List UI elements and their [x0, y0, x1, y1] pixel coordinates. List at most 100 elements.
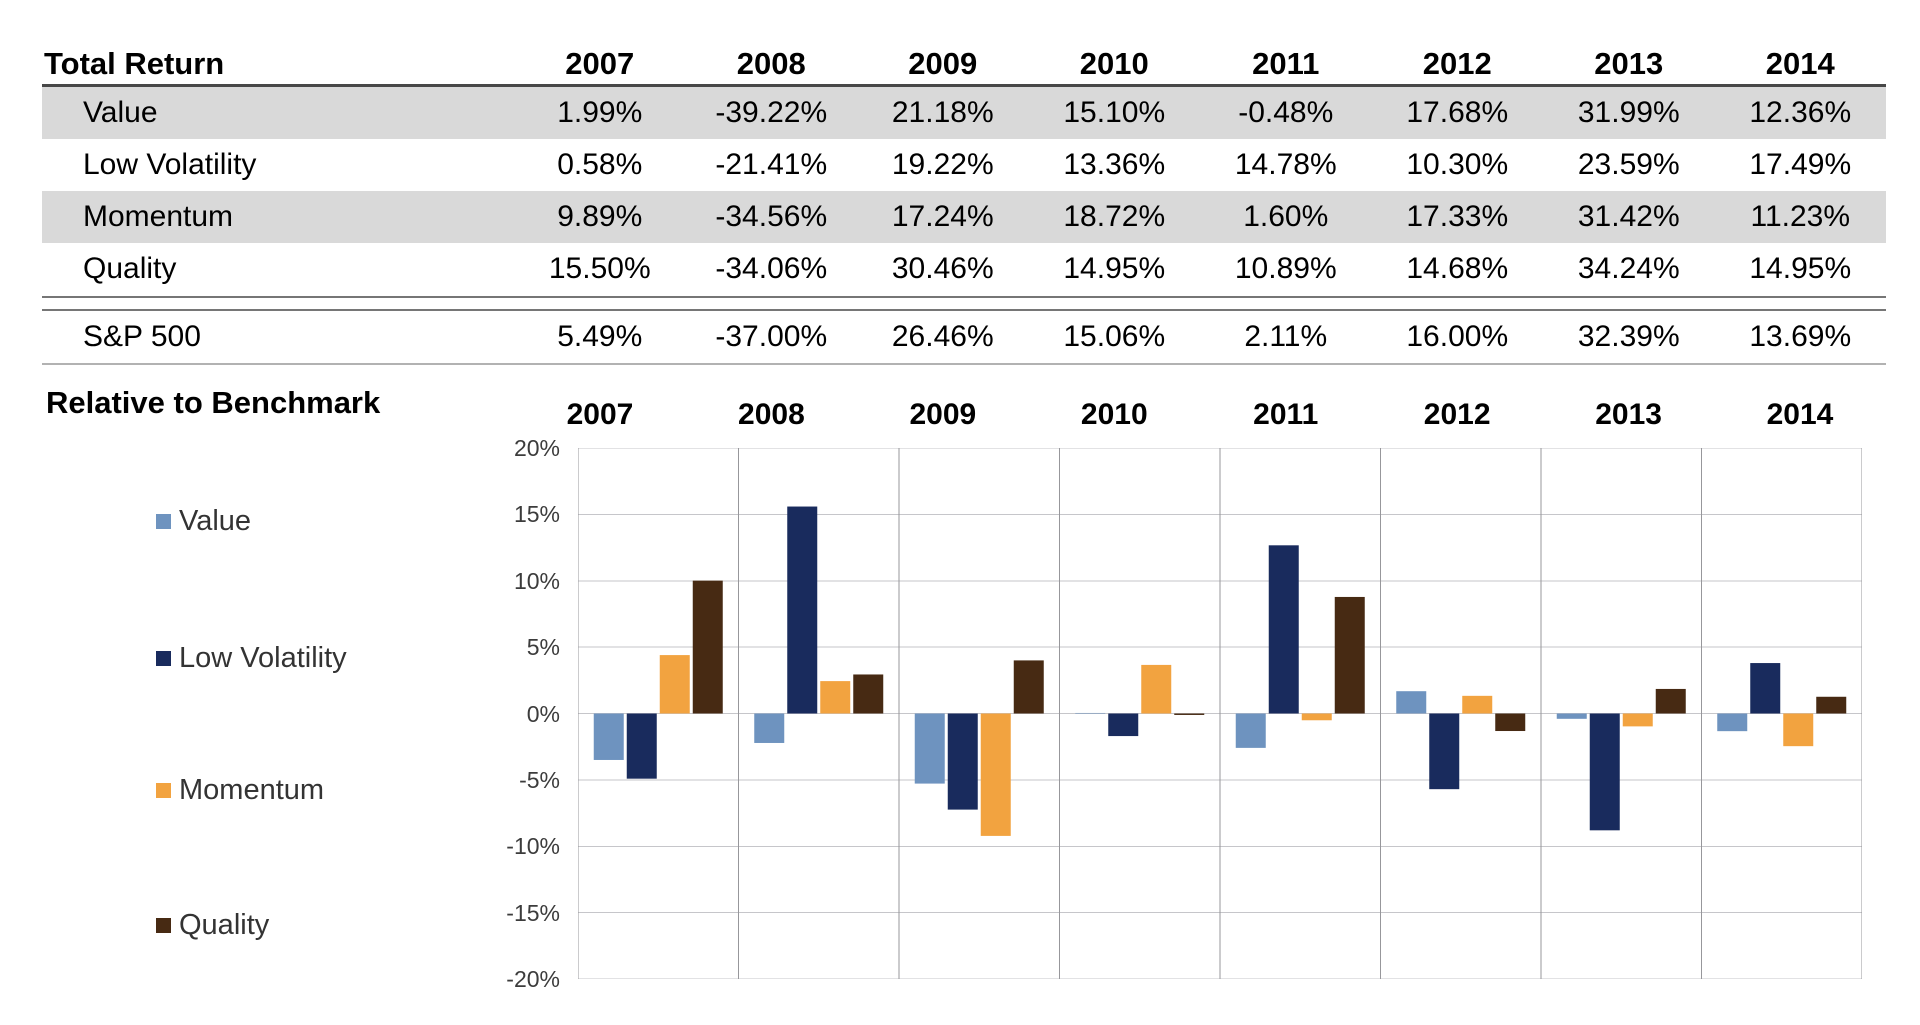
ytick-label-5: 5%	[526, 634, 560, 661]
cell-value-2007: 1.99%	[557, 96, 643, 129]
cell-quality-2008: -34.06%	[715, 252, 828, 285]
bar-2010-low-volatility	[1108, 713, 1139, 737]
table-header-row: Total Return 2007 2008 2009 2010 2011 2012 2013…	[42, 38, 1886, 84]
legend-swatch-low-volatility	[156, 650, 171, 666]
legend-swatch-quality	[156, 917, 171, 933]
cell-momentum-2009: 17.24%	[891, 200, 994, 233]
bar-2012-low-volatility	[1429, 713, 1460, 790]
cell-low-volatility-2011: 14.78%	[1234, 148, 1337, 181]
ytick-label-10: 10%	[513, 567, 560, 594]
relative-to-benchmark-plot	[578, 448, 1862, 979]
ytick-label-20: -20%	[506, 966, 560, 992]
chart-title: Relative to Benchmark	[46, 385, 381, 420]
legend-item-momentum: Momentum	[156, 775, 324, 805]
legend-label-low-volatility: Low Volatility	[179, 642, 347, 674]
bar-2011-momentum	[1301, 713, 1332, 721]
cell-quality-2007: 15.50%	[548, 252, 651, 285]
bar-2008-quality	[853, 674, 884, 714]
bar-2010-value	[1075, 712, 1106, 714]
bar-2010-momentum	[1141, 664, 1172, 714]
table-row-s-p-500: S&P 500 5.49% -37.00% 26.46% 15.06% 2.11% 16.0…	[42, 311, 1886, 363]
cell-momentum-2014: 11.23%	[1750, 200, 1851, 233]
cell-value-2014: 12.36%	[1749, 96, 1852, 129]
table-row-low-volatility: Low Volatility 0.58% -21.41% 19.22% 13.36% 14…	[42, 139, 1886, 191]
row-label-value: Value	[83, 96, 158, 129]
bar-2009-low-volatility	[947, 713, 978, 810]
cell-sp-500-2009: 26.46%	[891, 320, 994, 353]
cell-sp-500-2010: 15.06%	[1063, 320, 1166, 353]
cell-quality-2009: 30.46%	[891, 252, 994, 285]
cell-quality-2010: 14.95%	[1063, 252, 1166, 285]
cell-momentum-2011: 1.60%	[1243, 200, 1329, 233]
separator-line-bottom	[42, 309, 1886, 311]
legend-swatch-momentum	[156, 782, 171, 798]
legend-label-value: Value	[179, 505, 252, 537]
chart-year-label-2010: 2010	[1080, 398, 1148, 431]
bar-2011-quality	[1334, 596, 1365, 714]
year-header-2014: 2014	[1765, 46, 1835, 81]
separator-gap	[42, 298, 1886, 309]
cell-quality-2011: 10.89%	[1234, 252, 1337, 285]
cell-value-2011: -0.48%	[1238, 96, 1334, 129]
row-label-s-p-500: S&P 500	[83, 320, 201, 353]
cell-sp-500-2007: 5.49%	[557, 320, 643, 353]
table-header-rule	[42, 84, 1886, 87]
ytick-label-15: 15%	[513, 501, 560, 528]
legend-item-value: Value	[156, 506, 251, 536]
cell-quality-2012: 14.68%	[1406, 252, 1509, 285]
chart-year-label-2014: 2014	[1766, 398, 1834, 431]
table-row-quality: Quality 15.50% -34.06% 30.46% 14.95% 10.89% 14…	[42, 243, 1886, 295]
cell-value-2009: 21.18%	[891, 96, 994, 129]
bar-2009-momentum	[980, 713, 1011, 836]
bar-2014-value	[1717, 713, 1748, 732]
ytick-label-20: 20%	[513, 435, 560, 461]
legend-item-quality: Quality	[156, 910, 269, 940]
legend-label-quality: Quality	[179, 909, 270, 941]
cell-sp-500-2014: 13.69%	[1749, 320, 1852, 353]
bar-2010-quality	[1174, 713, 1205, 715]
chart-year-label-2008: 2008	[738, 398, 805, 431]
legend-swatch-value	[156, 513, 171, 529]
bar-2007-momentum	[659, 655, 690, 714]
chart-year-label-2007: 2007	[566, 398, 634, 431]
chart-year-label-2013: 2013	[1595, 398, 1662, 431]
cell-low-volatility-2014: 17.49%	[1749, 148, 1852, 181]
cell-momentum-2008: -34.56%	[715, 200, 828, 233]
bar-2014-quality	[1816, 696, 1847, 714]
cell-low-volatility-2010: 13.36%	[1063, 148, 1166, 181]
cell-low-volatility-2012: 10.30%	[1406, 148, 1509, 181]
cell-momentum-2012: 17.33%	[1406, 200, 1509, 233]
bar-2008-low-volatility	[787, 506, 818, 714]
year-header-2009: 2009	[908, 46, 978, 81]
cell-low-volatility-2013: 23.59%	[1577, 148, 1680, 181]
bar-2012-quality	[1495, 713, 1526, 732]
table-title: Total Return	[44, 46, 225, 81]
bar-2007-quality	[692, 580, 723, 714]
cell-sp-500-2012: 16.00%	[1406, 320, 1509, 353]
cell-quality-2013: 34.24%	[1577, 252, 1680, 285]
table-row-value: Value 1.99% -39.22% 21.18% 15.10% -0.48% 17.68…	[42, 87, 1886, 139]
table-row-momentum: Momentum 9.89% -34.56% 17.24% 18.72% 1.60% 17.…	[42, 191, 1886, 243]
benchmark-row-container: S&P 500 5.49% -37.00% 26.46% 15.06% 2.11% 16.0…	[42, 311, 1886, 363]
row-label-low-volatility: Low Volatility	[83, 148, 257, 181]
year-header-2012: 2012	[1422, 46, 1492, 81]
bar-2008-momentum	[820, 681, 851, 714]
cell-sp-500-2013: 32.39%	[1577, 320, 1680, 353]
cell-low-volatility-2008: -21.41%	[715, 148, 828, 181]
bar-2014-low-volatility	[1750, 663, 1781, 714]
bar-2009-quality	[1013, 660, 1044, 714]
ytick-label-10: -10%	[506, 833, 560, 860]
ytick-label-15: -15%	[506, 899, 560, 926]
bar-2013-low-volatility	[1589, 713, 1620, 831]
chart-year-label-2012: 2012	[1423, 398, 1491, 431]
bar-2012-value	[1396, 691, 1427, 714]
cell-value-2010: 15.10%	[1063, 96, 1166, 129]
cell-momentum-2013: 31.42%	[1577, 200, 1680, 233]
bar-2008-value	[754, 713, 785, 743]
ytick-label-0: 0%	[526, 700, 560, 727]
year-header-2010: 2010	[1079, 46, 1149, 81]
bar-2014-momentum	[1783, 713, 1814, 747]
year-header-2013: 2013	[1594, 46, 1664, 81]
cell-momentum-2010: 18.72%	[1063, 200, 1166, 233]
